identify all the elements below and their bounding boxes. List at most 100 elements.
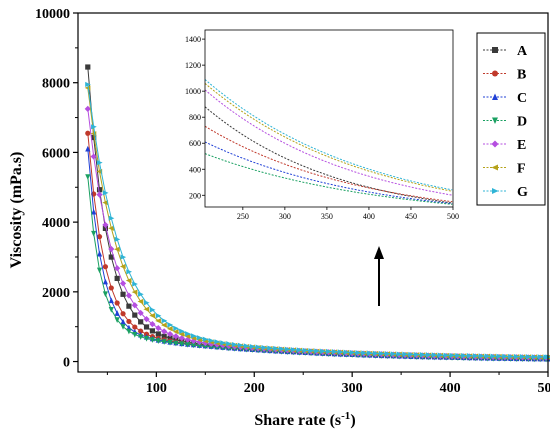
data-point-D bbox=[132, 331, 138, 338]
data-point-G bbox=[378, 350, 385, 357]
data-point-D bbox=[102, 291, 109, 298]
inset-x-tick-label: 250 bbox=[237, 212, 249, 221]
data-point-G bbox=[284, 346, 291, 352]
x-axis-title: Share rate (s-1) bbox=[254, 410, 355, 429]
data-point-G bbox=[331, 349, 338, 355]
data-point-E bbox=[96, 191, 103, 198]
data-point-A bbox=[114, 275, 120, 282]
data-point-G bbox=[255, 344, 262, 350]
data-point-B bbox=[126, 318, 132, 325]
data-point-E bbox=[155, 325, 162, 332]
main-plot: 100 200 300 400 500 0 2000 4000 6000 8000 10000 bbox=[35, 7, 550, 396]
data-point-G bbox=[349, 349, 356, 356]
data-point-D bbox=[143, 335, 150, 342]
data-point-G bbox=[232, 341, 238, 348]
y-tick-label: 4000 bbox=[42, 216, 70, 231]
data-point-G bbox=[314, 348, 321, 354]
data-point-G bbox=[431, 352, 438, 358]
data-point-C bbox=[120, 318, 126, 325]
legend-item-A: A bbox=[483, 44, 528, 59]
data-point-G bbox=[414, 351, 420, 358]
data-point-D bbox=[120, 324, 126, 330]
data-point-D bbox=[91, 230, 97, 237]
data-point-G bbox=[196, 335, 203, 341]
data-point-G bbox=[496, 353, 503, 359]
data-point-G bbox=[467, 353, 473, 359]
data-point-B bbox=[138, 328, 144, 334]
legend-item-B: B bbox=[483, 68, 526, 83]
data-point-G bbox=[502, 353, 509, 360]
data-point-G bbox=[126, 269, 133, 275]
inset-x-tick-label: 300 bbox=[279, 212, 291, 221]
data-point-G bbox=[173, 325, 180, 331]
data-point-F bbox=[102, 200, 109, 206]
data-point-E bbox=[125, 292, 133, 299]
data-point-D bbox=[190, 342, 197, 349]
inset-series-F bbox=[204, 83, 453, 192]
data-point-G bbox=[396, 351, 403, 357]
arrow-head-icon bbox=[374, 246, 384, 259]
legend-box bbox=[476, 32, 546, 206]
inset-series-group bbox=[204, 30, 453, 207]
data-point-E bbox=[149, 321, 156, 328]
data-point-G bbox=[343, 349, 350, 355]
data-point-G bbox=[167, 322, 174, 328]
data-point-C bbox=[114, 310, 120, 316]
data-point-C bbox=[96, 250, 103, 257]
data-point-E bbox=[166, 330, 174, 338]
legend-item-G: G bbox=[483, 185, 528, 200]
inset-series-B bbox=[204, 125, 453, 203]
data-point-G bbox=[367, 350, 373, 356]
legend-marker-A bbox=[492, 47, 498, 53]
inset-series-line-G bbox=[204, 79, 453, 191]
data-point-G bbox=[337, 349, 344, 355]
legend-marker-D bbox=[492, 117, 498, 124]
inset-axes: 250 300 350 400 450 500 200 400 600 800 1000 1200 14… bbox=[185, 29, 459, 221]
data-point-G bbox=[519, 354, 526, 360]
data-point-A bbox=[149, 328, 156, 334]
data-point-D bbox=[202, 343, 208, 350]
data-point-E bbox=[172, 333, 180, 340]
data-point-A bbox=[138, 319, 144, 325]
data-point-D bbox=[138, 334, 144, 340]
data-point-G bbox=[132, 281, 138, 287]
data-point-D bbox=[108, 306, 114, 313]
data-point-D bbox=[179, 341, 185, 348]
inset-series-D bbox=[204, 153, 453, 205]
data-point-G bbox=[279, 346, 285, 352]
data-point-B bbox=[120, 311, 126, 317]
data-point-G bbox=[190, 333, 197, 339]
data-point-E bbox=[143, 316, 150, 323]
data-point-G bbox=[525, 354, 532, 360]
data-point-F bbox=[131, 289, 138, 295]
data-point-G bbox=[455, 352, 462, 359]
data-point-G bbox=[302, 347, 309, 353]
data-point-A bbox=[108, 254, 114, 260]
legend-label: F bbox=[517, 162, 526, 177]
y-tick-label: 0 bbox=[63, 356, 70, 371]
data-point-G bbox=[390, 351, 397, 357]
data-point-A bbox=[155, 331, 161, 337]
data-point-F bbox=[119, 263, 126, 270]
inset-series-line-D bbox=[204, 153, 453, 205]
data-point-G bbox=[161, 318, 168, 324]
inset-series-E bbox=[204, 89, 453, 196]
data-point-F bbox=[143, 306, 150, 312]
data-point-G bbox=[308, 348, 315, 354]
data-point-G bbox=[361, 350, 368, 356]
data-point-G bbox=[373, 350, 379, 356]
data-point-F bbox=[166, 326, 173, 332]
data-point-A bbox=[91, 134, 97, 141]
data-point-D bbox=[114, 317, 120, 323]
inset-x-tick-label: 500 bbox=[447, 212, 459, 221]
data-point-A bbox=[161, 333, 167, 339]
data-point-B bbox=[108, 285, 114, 291]
inset-series-line-F bbox=[204, 83, 453, 192]
data-point-A bbox=[143, 324, 150, 330]
data-point-A bbox=[132, 312, 138, 318]
data-point-G bbox=[120, 254, 127, 260]
x-tick-label: 500 bbox=[538, 381, 550, 396]
data-point-C bbox=[102, 278, 109, 285]
inset-series-line-B bbox=[204, 125, 453, 203]
